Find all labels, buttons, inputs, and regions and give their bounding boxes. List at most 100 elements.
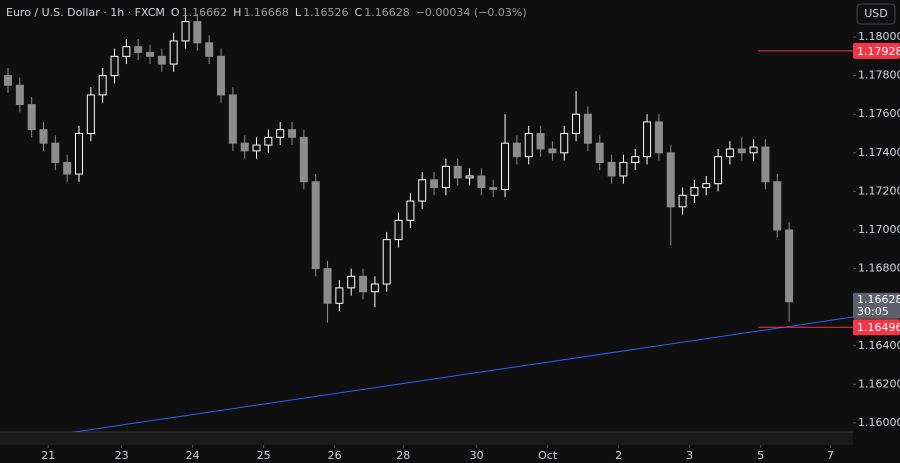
candle-body <box>737 148 746 154</box>
candle-body <box>370 283 379 293</box>
candle-body <box>288 129 297 138</box>
plot-area <box>4 8 853 432</box>
candle-body <box>406 200 415 221</box>
x-tick-label: 3 <box>686 449 693 462</box>
header: Euro / U.S. Dollar · 1h · FXCM O 1.16662 H… <box>6 6 527 19</box>
candle-body <box>382 239 391 285</box>
x-tick-label: 21 <box>41 449 55 462</box>
candle-body <box>501 142 510 190</box>
candle-body <box>453 165 462 179</box>
candle-body <box>110 55 119 77</box>
candle-body <box>193 21 202 44</box>
candle-body <box>430 179 439 189</box>
y-tick-label: 1.17200 <box>858 184 900 197</box>
x-tick-label: 5 <box>757 449 764 462</box>
candle-body <box>714 156 723 185</box>
x-tick-label: 2 <box>615 449 622 462</box>
y-tick-label: 1.16200 <box>858 377 900 390</box>
candle-body <box>157 55 166 65</box>
y-tick-label: 1.18000 <box>858 30 900 43</box>
x-tick-label: 28 <box>396 449 410 462</box>
candle-body <box>702 183 711 189</box>
x-tick-label: 7 <box>827 449 834 462</box>
candle-body <box>347 275 356 289</box>
candle-body <box>666 152 675 208</box>
candle-body <box>15 84 24 106</box>
ohlc-key: C <box>355 6 363 19</box>
candle-body <box>4 75 12 86</box>
candle-body <box>631 156 640 163</box>
candle-body <box>276 129 285 138</box>
candle-body <box>524 133 533 158</box>
change: −0.00034 (−0.03%) <box>416 6 527 19</box>
candle-body <box>690 187 699 196</box>
last-price-label: 1.16628 <box>857 293 900 306</box>
y-tick-label: 1.17400 <box>858 146 900 159</box>
candle-body <box>441 165 450 189</box>
candle-body <box>240 142 249 152</box>
y-tick-label: 1.17000 <box>858 223 900 236</box>
ohlc-value: 1.16668 <box>243 6 289 19</box>
candle-body <box>359 275 368 293</box>
candle-body <box>252 144 261 152</box>
candle-body <box>86 94 95 135</box>
candle-body <box>512 142 521 158</box>
candle-body <box>63 161 72 175</box>
candle-body <box>654 121 663 154</box>
candle-body <box>39 129 48 144</box>
y-tick-label: 1.17600 <box>858 107 900 120</box>
axes: 1.18000 1.17800 1.17600 1.17400 1.17200 1.170… <box>41 30 900 462</box>
candle-body <box>773 181 782 231</box>
level-label: 1.16496 <box>857 321 900 334</box>
y-tick-label: 1.16800 <box>858 262 900 275</box>
candle-body <box>299 136 308 183</box>
candle-body <box>583 113 592 144</box>
level-label-box <box>853 42 900 59</box>
countdown: 30:05 <box>857 305 889 318</box>
x-tick-label: 25 <box>257 449 271 462</box>
candle-body <box>643 121 652 158</box>
candle-body <box>146 51 155 57</box>
candle-body <box>678 194 687 208</box>
last-price-box <box>853 292 900 319</box>
candle-body <box>465 175 474 179</box>
candle-body <box>418 179 427 202</box>
candle-body <box>785 229 794 303</box>
ohlc-key: L <box>295 6 302 19</box>
candle-body <box>27 104 36 131</box>
candle-body <box>607 161 616 177</box>
x-tick-label: Oct <box>538 449 558 462</box>
candle-body <box>536 133 545 150</box>
trendline <box>71 316 853 432</box>
level-label: 1.17928 <box>857 45 900 58</box>
candle-body <box>98 75 107 96</box>
candle-body <box>75 133 84 175</box>
candle-body <box>122 46 131 57</box>
x-tick-label: 26 <box>328 449 342 462</box>
candle-body <box>548 148 557 154</box>
x-tick-label: 30 <box>470 449 484 462</box>
candle-body <box>595 142 604 163</box>
candle-body <box>311 181 320 270</box>
candle-body <box>217 55 226 96</box>
candle-body <box>560 133 569 154</box>
candle-body <box>572 113 581 135</box>
candle-body <box>228 94 237 144</box>
candle-body <box>477 175 486 189</box>
candle-body <box>181 21 190 42</box>
ohlc-value: 1.16628 <box>364 6 410 19</box>
y-tick-label: 1.16000 <box>858 416 900 429</box>
currency-label[interactable]: USD <box>864 7 888 20</box>
candle-body <box>323 268 332 304</box>
candle-body <box>725 148 734 158</box>
candle-body <box>205 42 214 57</box>
y-tick-label: 1.17800 <box>858 69 900 82</box>
currency-button[interactable] <box>856 3 896 25</box>
time-axis-band <box>0 432 853 445</box>
level-label-box <box>853 319 900 336</box>
x-tick-label: 24 <box>186 449 200 462</box>
ohlc-key: O <box>171 6 180 19</box>
